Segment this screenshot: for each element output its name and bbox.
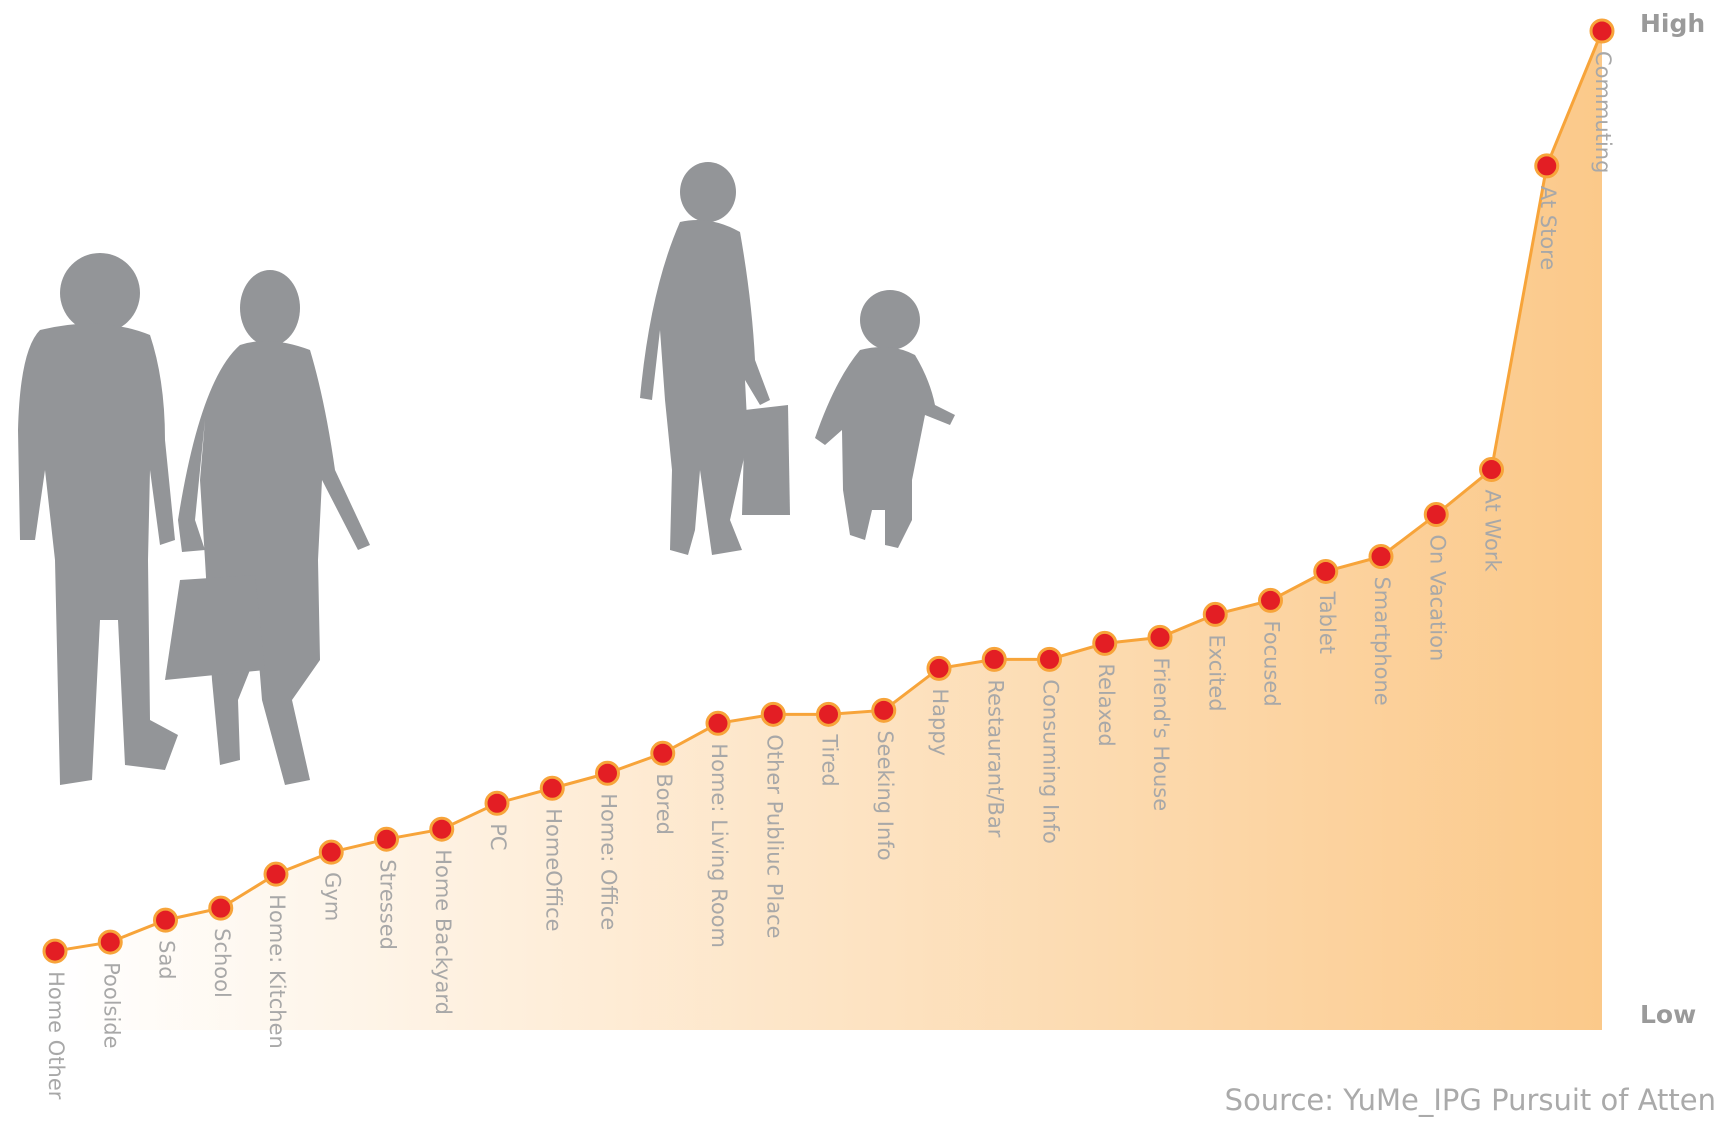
marker [1039, 648, 1061, 670]
marker [265, 863, 287, 885]
marker [210, 897, 232, 919]
category-label: Sad [155, 940, 179, 980]
marker [431, 818, 453, 840]
category-label: PC [486, 823, 510, 850]
category-label: School [210, 928, 234, 998]
marker [1536, 155, 1558, 177]
low-label: Low [1640, 1000, 1696, 1029]
marker [155, 909, 177, 931]
category-label: Restaurant/Bar [983, 679, 1007, 837]
marker [1149, 626, 1171, 648]
marker [1591, 20, 1613, 42]
category-label: Gym [320, 872, 344, 921]
marker [983, 648, 1005, 670]
marker [1094, 632, 1116, 654]
category-label: HomeOffice [541, 808, 565, 931]
category-label: On Vacation [1425, 535, 1449, 662]
category-label: Friend's House [1149, 657, 1173, 811]
marker [1425, 504, 1447, 526]
silhouettes [18, 162, 955, 785]
marker [541, 777, 563, 799]
category-label: At Work [1481, 490, 1505, 573]
marker [707, 712, 729, 734]
marker [320, 841, 342, 863]
marker [376, 828, 398, 850]
marker [597, 762, 619, 784]
marker [1370, 545, 1392, 567]
marker [818, 703, 840, 725]
chart: High Low Source: YuMe_IPG Pursuit of Att… [0, 0, 1718, 1132]
category-label: Commuting [1591, 51, 1615, 173]
marker [928, 657, 950, 679]
marker [44, 940, 66, 962]
category-label: Bored [652, 773, 676, 835]
category-label: Excited [1204, 634, 1228, 711]
marker [762, 703, 784, 725]
source: Source: YuMe_IPG Pursuit of Atten [1225, 1083, 1716, 1117]
marker [1204, 603, 1226, 625]
category-label: Stressed [376, 859, 400, 950]
category-label: Home: Living Room [707, 743, 731, 948]
marker [99, 931, 121, 953]
marker [873, 699, 895, 721]
category-label: Focused [1260, 620, 1284, 706]
high-label: High [1640, 9, 1705, 38]
marker [1260, 589, 1282, 611]
category-label: Tablet [1315, 590, 1339, 654]
category-label: Relaxed [1094, 663, 1118, 746]
category-label: Seeking Info [873, 730, 897, 860]
marker [1481, 459, 1503, 481]
marker [652, 742, 674, 764]
category-label: Smartphone [1370, 576, 1394, 705]
category-label: Poolside [99, 962, 123, 1048]
category-label: At Store [1536, 186, 1560, 270]
category-label: Home: Office [597, 793, 621, 930]
category-label: Happy [928, 688, 952, 756]
category-label: Consuming Info [1039, 679, 1063, 843]
category-label: Other Publiuc Place [762, 734, 786, 938]
category-label: Home Backyard [431, 849, 455, 1015]
marker [486, 792, 508, 814]
category-label: Home: Kitchen [265, 894, 289, 1049]
category-label: Tired [818, 733, 842, 786]
marker [1315, 560, 1337, 582]
category-label: Home Other [44, 971, 68, 1100]
